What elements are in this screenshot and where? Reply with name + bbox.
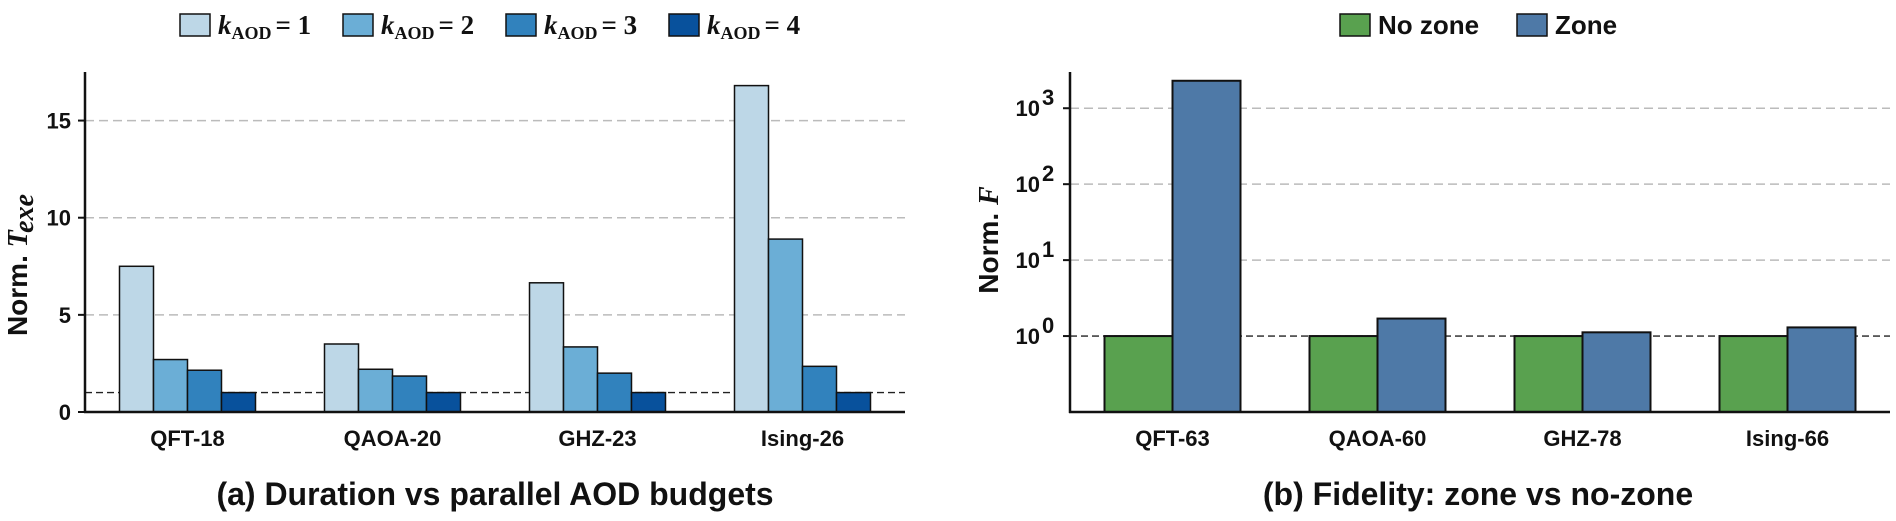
legend-swatch-k3 <box>505 13 537 37</box>
bar-qaoa-20-k2 <box>357 368 394 413</box>
panel-b-y-axis-label-prefix: Norm. <box>973 213 1004 294</box>
legend-label-no-zone: No zone <box>1378 10 1479 40</box>
bar-ising-66-no-zone <box>1718 335 1789 414</box>
legend-swatch-k2 <box>342 13 374 37</box>
bar-qaoa-20-k1 <box>323 343 360 413</box>
panel-a-bars <box>118 84 872 413</box>
bar-ghz-23-k4 <box>630 391 667 413</box>
panel-b-x-tick-label: Ising-66 <box>1746 426 1829 451</box>
panel-b-y-tick-label: 10 <box>1016 96 1040 121</box>
legend-label-k1: kAOD = 1 <box>218 10 311 43</box>
legend-label-zone: Zone <box>1555 10 1617 40</box>
bar-qaoa-20-k4 <box>425 391 462 413</box>
panel-b-axes <box>1068 72 1890 414</box>
panel-b-legend: No zone Zone <box>1339 10 1617 40</box>
bar-qaoa-60-no-zone <box>1308 335 1379 414</box>
panel-a-caption: (a) Duration vs parallel AOD budgets <box>216 476 773 512</box>
bar-ghz-23-k3 <box>596 372 633 413</box>
panel-b-y-tick-exponent: 0 <box>1042 313 1054 338</box>
panel-b-y-tick-exponent: 3 <box>1042 85 1054 110</box>
legend-swatch-k1 <box>179 13 211 37</box>
bar-ising-66-zone <box>1786 326 1857 414</box>
panel-b-caption: (b) Fidelity: zone vs no-zone <box>1263 476 1693 512</box>
panel-a-duration-chart: 0 5 10 15 QFT-18 QAOA-20 GHZ-23 Ising-26 kAOD = … <box>2 10 905 512</box>
bar-qft-63-no-zone <box>1103 335 1174 414</box>
bar-qft-18-k1 <box>118 265 155 413</box>
panel-a-axes <box>83 72 905 414</box>
panel-b-y-tick-label: 10 <box>1016 248 1040 273</box>
panel-b-bars <box>1103 79 1857 414</box>
panel-b-y-axis-label: Norm. F <box>973 186 1005 294</box>
legend-swatch-no-zone <box>1339 13 1371 37</box>
panel-a-y-tick-label: 5 <box>59 303 71 328</box>
legend-label-k2: kAOD = 2 <box>381 10 474 43</box>
panel-a-legend: kAOD = 1 kAOD = 2 kAOD = 3 kAOD = 4 <box>179 10 800 43</box>
legend-label-k3: kAOD = 3 <box>544 10 637 43</box>
panel-a-y-tick-label: 15 <box>47 109 71 134</box>
panel-b-x-tick-label: GHZ-78 <box>1543 426 1621 451</box>
panel-a-x-tick-label: QAOA-20 <box>344 426 442 451</box>
panel-b-y-tick-exponent: 1 <box>1042 237 1054 262</box>
bar-qft-63-zone <box>1171 79 1242 414</box>
bar-ghz-78-no-zone <box>1513 335 1584 414</box>
legend-swatch-k4 <box>668 13 700 37</box>
panel-b-y-tick-exponent: 2 <box>1042 161 1054 186</box>
panel-b-y-axis-label-variable: F <box>974 186 1005 206</box>
bar-ising-26-k4 <box>835 391 872 413</box>
legend-label-k4: kAOD = 4 <box>707 10 800 43</box>
panel-a-y-axis-label-prefix: Norm. <box>2 255 33 336</box>
bar-qft-18-k3 <box>186 369 223 413</box>
panel-a-x-tick-label: GHZ-23 <box>558 426 636 451</box>
bar-qft-18-k4 <box>220 391 257 413</box>
bar-qft-18-k2 <box>152 358 189 413</box>
bar-ising-26-k3 <box>801 365 838 413</box>
panel-a-x-tick-label: Ising-26 <box>761 426 844 451</box>
panel-a-y-tick-label: 10 <box>47 206 71 231</box>
panel-a-y-axis-label-variable: T <box>3 228 34 247</box>
bar-qaoa-20-k3 <box>391 375 428 413</box>
legend-swatch-zone <box>1516 13 1548 37</box>
bar-ising-26-k2 <box>767 238 804 413</box>
panel-b-x-tick-label: QAOA-60 <box>1329 426 1427 451</box>
panel-b-y-tick-label: 10 <box>1016 172 1040 197</box>
panel-a-y-tick-label: 0 <box>59 400 71 425</box>
bar-ghz-23-k1 <box>528 282 565 413</box>
bar-ghz-78-zone <box>1581 331 1652 413</box>
bar-ghz-23-k2 <box>562 346 599 413</box>
bar-ising-26-k1 <box>733 84 770 413</box>
panel-a-y-axis-label: Norm. Texe <box>2 194 40 336</box>
panel-a-tick-labels: 0 5 10 15 QFT-18 QAOA-20 GHZ-23 Ising-26 <box>47 109 845 451</box>
panel-a-y-axis-label-subscript: exe <box>9 194 40 233</box>
panel-b-x-tick-label: QFT-63 <box>1135 426 1210 451</box>
panel-a-x-tick-label: QFT-18 <box>150 426 225 451</box>
panel-b-y-tick-label: 10 <box>1016 324 1040 349</box>
bar-qaoa-60-zone <box>1376 317 1447 414</box>
